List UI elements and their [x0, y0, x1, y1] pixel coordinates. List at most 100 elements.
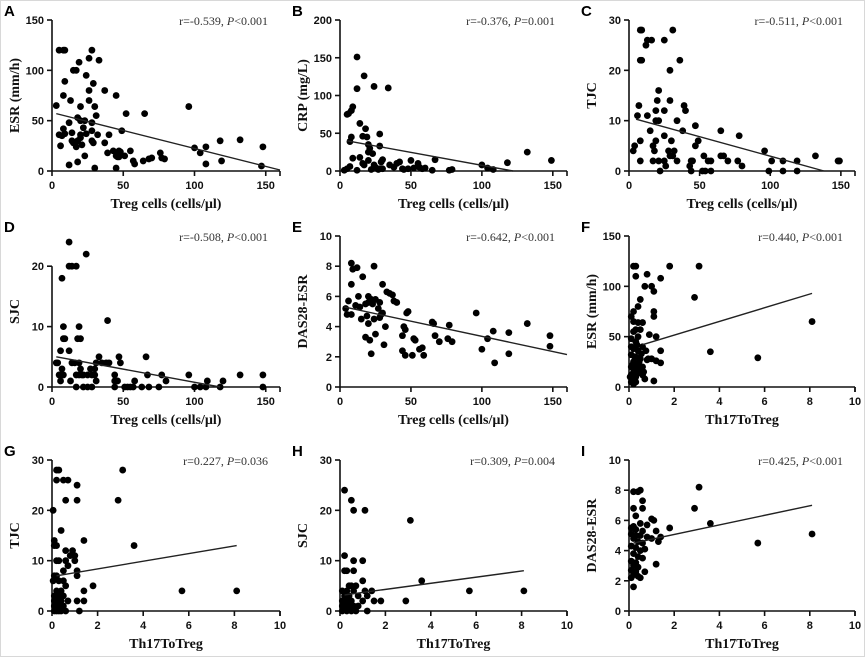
data-point — [64, 597, 72, 605]
regression-line — [344, 570, 524, 596]
y-tick-label: 0 — [38, 606, 44, 618]
r-value: r=-0.539, — [179, 14, 227, 28]
data-point — [421, 164, 429, 172]
data-point — [655, 117, 663, 125]
data-point — [62, 582, 70, 590]
data-point — [738, 162, 746, 170]
data-point — [101, 87, 109, 94]
data-point — [360, 72, 368, 80]
y-tick-label: 10 — [609, 455, 621, 467]
data-point — [104, 317, 111, 324]
data-point — [706, 520, 714, 527]
p-label: P — [513, 230, 522, 244]
p-label: P — [226, 454, 235, 468]
data-point — [60, 92, 67, 99]
data-point — [62, 607, 70, 615]
data-point — [400, 166, 408, 173]
panel-b: B 0 50 100 150 200 0 50 100 150 Treg cells (cells/… — [292, 3, 568, 212]
regression-line — [56, 112, 281, 171]
data-point — [628, 361, 636, 369]
data-point — [138, 383, 146, 391]
data-point — [636, 574, 644, 582]
data-point — [428, 166, 436, 174]
data-point — [374, 305, 382, 312]
data-point — [406, 517, 414, 524]
data-point — [88, 383, 96, 391]
data-point — [57, 142, 64, 150]
y-tick-label: 6 — [326, 291, 332, 303]
data-point — [75, 323, 83, 330]
data-point — [359, 273, 367, 281]
data-point — [505, 350, 513, 358]
r-value: r=-0.508, — [179, 230, 227, 244]
data-point — [359, 557, 367, 565]
data-point — [52, 102, 60, 109]
data-point — [402, 597, 410, 605]
correlation-annotation: r=0.309, P=0.004 — [470, 454, 555, 468]
data-point — [77, 134, 84, 142]
x-tick-label: 2 — [671, 396, 677, 408]
data-point — [349, 154, 357, 162]
data-point — [638, 26, 646, 34]
data-point — [57, 347, 64, 355]
y-axis-title: CRP (mg/L) — [296, 59, 311, 132]
data-point — [632, 272, 640, 280]
data-point — [642, 41, 650, 49]
p-value: <0.001 — [809, 14, 843, 28]
data-point — [61, 78, 69, 85]
data-point — [505, 329, 513, 337]
data-point — [377, 597, 385, 605]
data-point — [362, 125, 369, 133]
data-point — [389, 291, 396, 299]
data-point — [754, 539, 762, 547]
data-point — [657, 347, 665, 355]
x-tick-label: 0 — [337, 180, 343, 192]
data-point — [401, 351, 409, 359]
data-point — [390, 163, 398, 171]
x-tick-label: 8 — [807, 620, 813, 632]
x-axis-title: Treg cells (cells/µl) — [111, 197, 222, 212]
data-point — [65, 161, 73, 169]
data-point — [350, 557, 358, 565]
x-tick-label: 6 — [473, 620, 479, 632]
panel-letter: B — [292, 3, 303, 20]
data-point — [218, 157, 225, 165]
panel-letter: F — [581, 219, 590, 236]
data-point — [117, 359, 124, 367]
data-point — [196, 383, 204, 391]
x-axis-title: Treg cells (cells/µl) — [398, 413, 509, 428]
data-point — [654, 538, 662, 545]
data-point — [88, 127, 96, 135]
data-point — [73, 481, 81, 489]
data-point — [49, 577, 57, 585]
data-point — [355, 293, 362, 300]
data-point — [101, 139, 109, 147]
correlation-annotation: r=-0.511, P<0.001 — [755, 14, 843, 28]
y-axis-title: ESR (mm/h) — [585, 274, 600, 349]
p-value: <0.001 — [809, 454, 843, 468]
data-point — [85, 54, 93, 62]
data-point — [660, 36, 668, 44]
x-tick-label: 50 — [117, 396, 129, 408]
x-tick-label: 50 — [405, 180, 417, 192]
data-point — [691, 122, 699, 130]
y-tick-label: 20 — [32, 505, 44, 517]
correlation-annotation: r=-0.508, P<0.001 — [179, 230, 268, 244]
data-point — [145, 383, 153, 391]
data-point — [691, 294, 698, 301]
data-point — [60, 323, 67, 330]
data-point — [547, 157, 555, 164]
data-point — [363, 133, 371, 141]
p-label: P — [513, 454, 522, 468]
data-point — [92, 377, 100, 385]
data-point — [354, 592, 362, 600]
data-point — [379, 156, 386, 164]
data-point — [768, 157, 776, 165]
p-label: P — [801, 454, 810, 468]
data-point — [734, 157, 742, 165]
data-point — [418, 577, 426, 585]
data-point — [370, 315, 378, 323]
r-value: r=-0.376, — [466, 14, 514, 28]
correlation-annotation: r=-0.376, P=0.001 — [466, 14, 555, 28]
data-point — [448, 166, 456, 173]
